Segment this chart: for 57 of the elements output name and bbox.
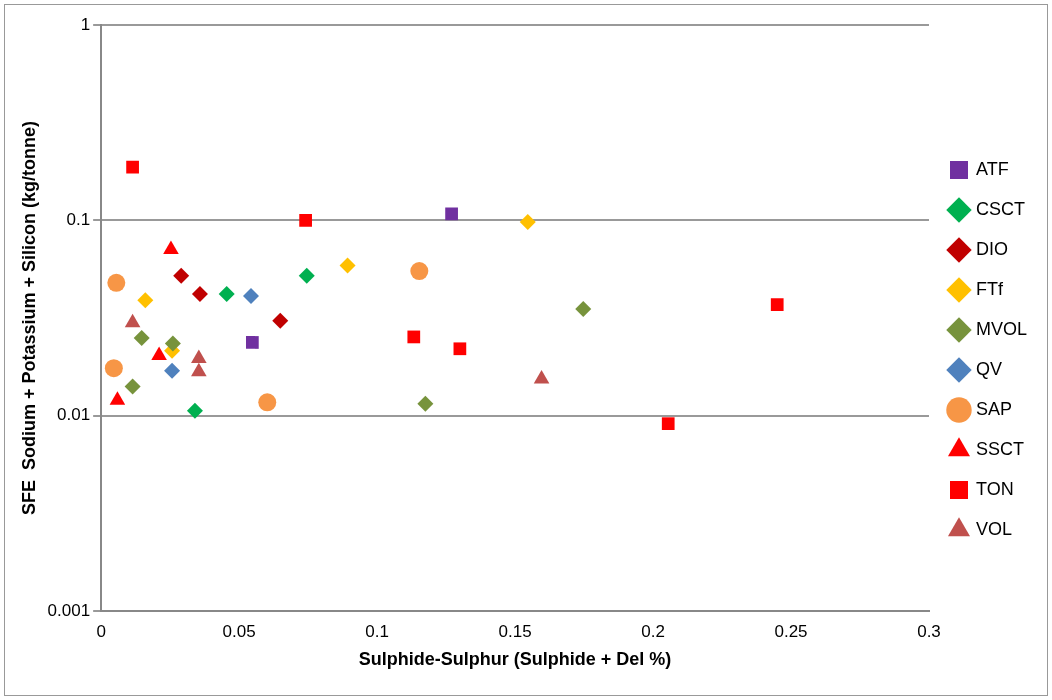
point	[191, 349, 207, 364]
point	[124, 378, 141, 395]
point	[453, 342, 467, 356]
y-tick-label: 0.001	[47, 600, 91, 620]
point	[104, 359, 123, 378]
point	[533, 370, 550, 384]
legend-label: SAP	[975, 398, 1013, 419]
point	[186, 402, 203, 419]
y-tick-label: 0.01	[57, 405, 91, 425]
legend-label: MVOL	[975, 318, 1027, 339]
legend-label: ATF	[975, 158, 1009, 179]
point	[339, 257, 356, 274]
point	[272, 312, 289, 329]
point	[661, 417, 675, 431]
point	[246, 336, 259, 349]
x-tick-label: 0.25	[774, 621, 808, 641]
point	[445, 207, 458, 221]
point	[575, 300, 592, 317]
x-tick-label: 0.2	[641, 621, 665, 641]
point	[137, 292, 154, 309]
point	[109, 391, 126, 405]
y-axis-title: SFE Sodium + Potassium + Silicon (kg/tonne)	[18, 120, 39, 516]
point	[242, 287, 259, 304]
x-axis-title: Sulphide-Sulphur (Sulphide + Del %)	[358, 649, 672, 670]
point	[126, 160, 139, 174]
point	[770, 298, 784, 312]
point	[124, 313, 141, 328]
point	[298, 267, 315, 284]
x-tick-label: 0	[96, 621, 106, 641]
y-tick-label: 0.1	[66, 210, 91, 230]
point	[151, 346, 167, 361]
legend-label: VOL	[975, 518, 1013, 539]
point	[218, 285, 235, 302]
point	[191, 285, 208, 302]
point	[410, 262, 429, 281]
point	[191, 362, 207, 377]
x-tick-label: 0.05	[222, 621, 256, 641]
point	[258, 393, 277, 412]
point	[299, 213, 312, 227]
point	[407, 330, 421, 344]
point	[164, 362, 181, 379]
point	[133, 329, 150, 346]
point	[417, 395, 434, 412]
y-tick-label: 1	[80, 14, 91, 34]
point	[107, 273, 126, 292]
legend-label: TON	[975, 478, 1014, 499]
point	[164, 335, 181, 352]
point	[173, 267, 190, 284]
legend-label: SSCT	[975, 438, 1024, 459]
legend-label: CSCT	[975, 198, 1025, 219]
legend-label: FTf	[975, 278, 1004, 299]
legend-label: DIO	[975, 238, 1008, 259]
x-tick-label: 0.1	[365, 621, 389, 641]
x-tick-label: 0.15	[498, 621, 532, 641]
point	[519, 214, 536, 231]
x-tick-label: 0.3	[917, 621, 941, 641]
legend-label: QV	[975, 358, 1002, 379]
